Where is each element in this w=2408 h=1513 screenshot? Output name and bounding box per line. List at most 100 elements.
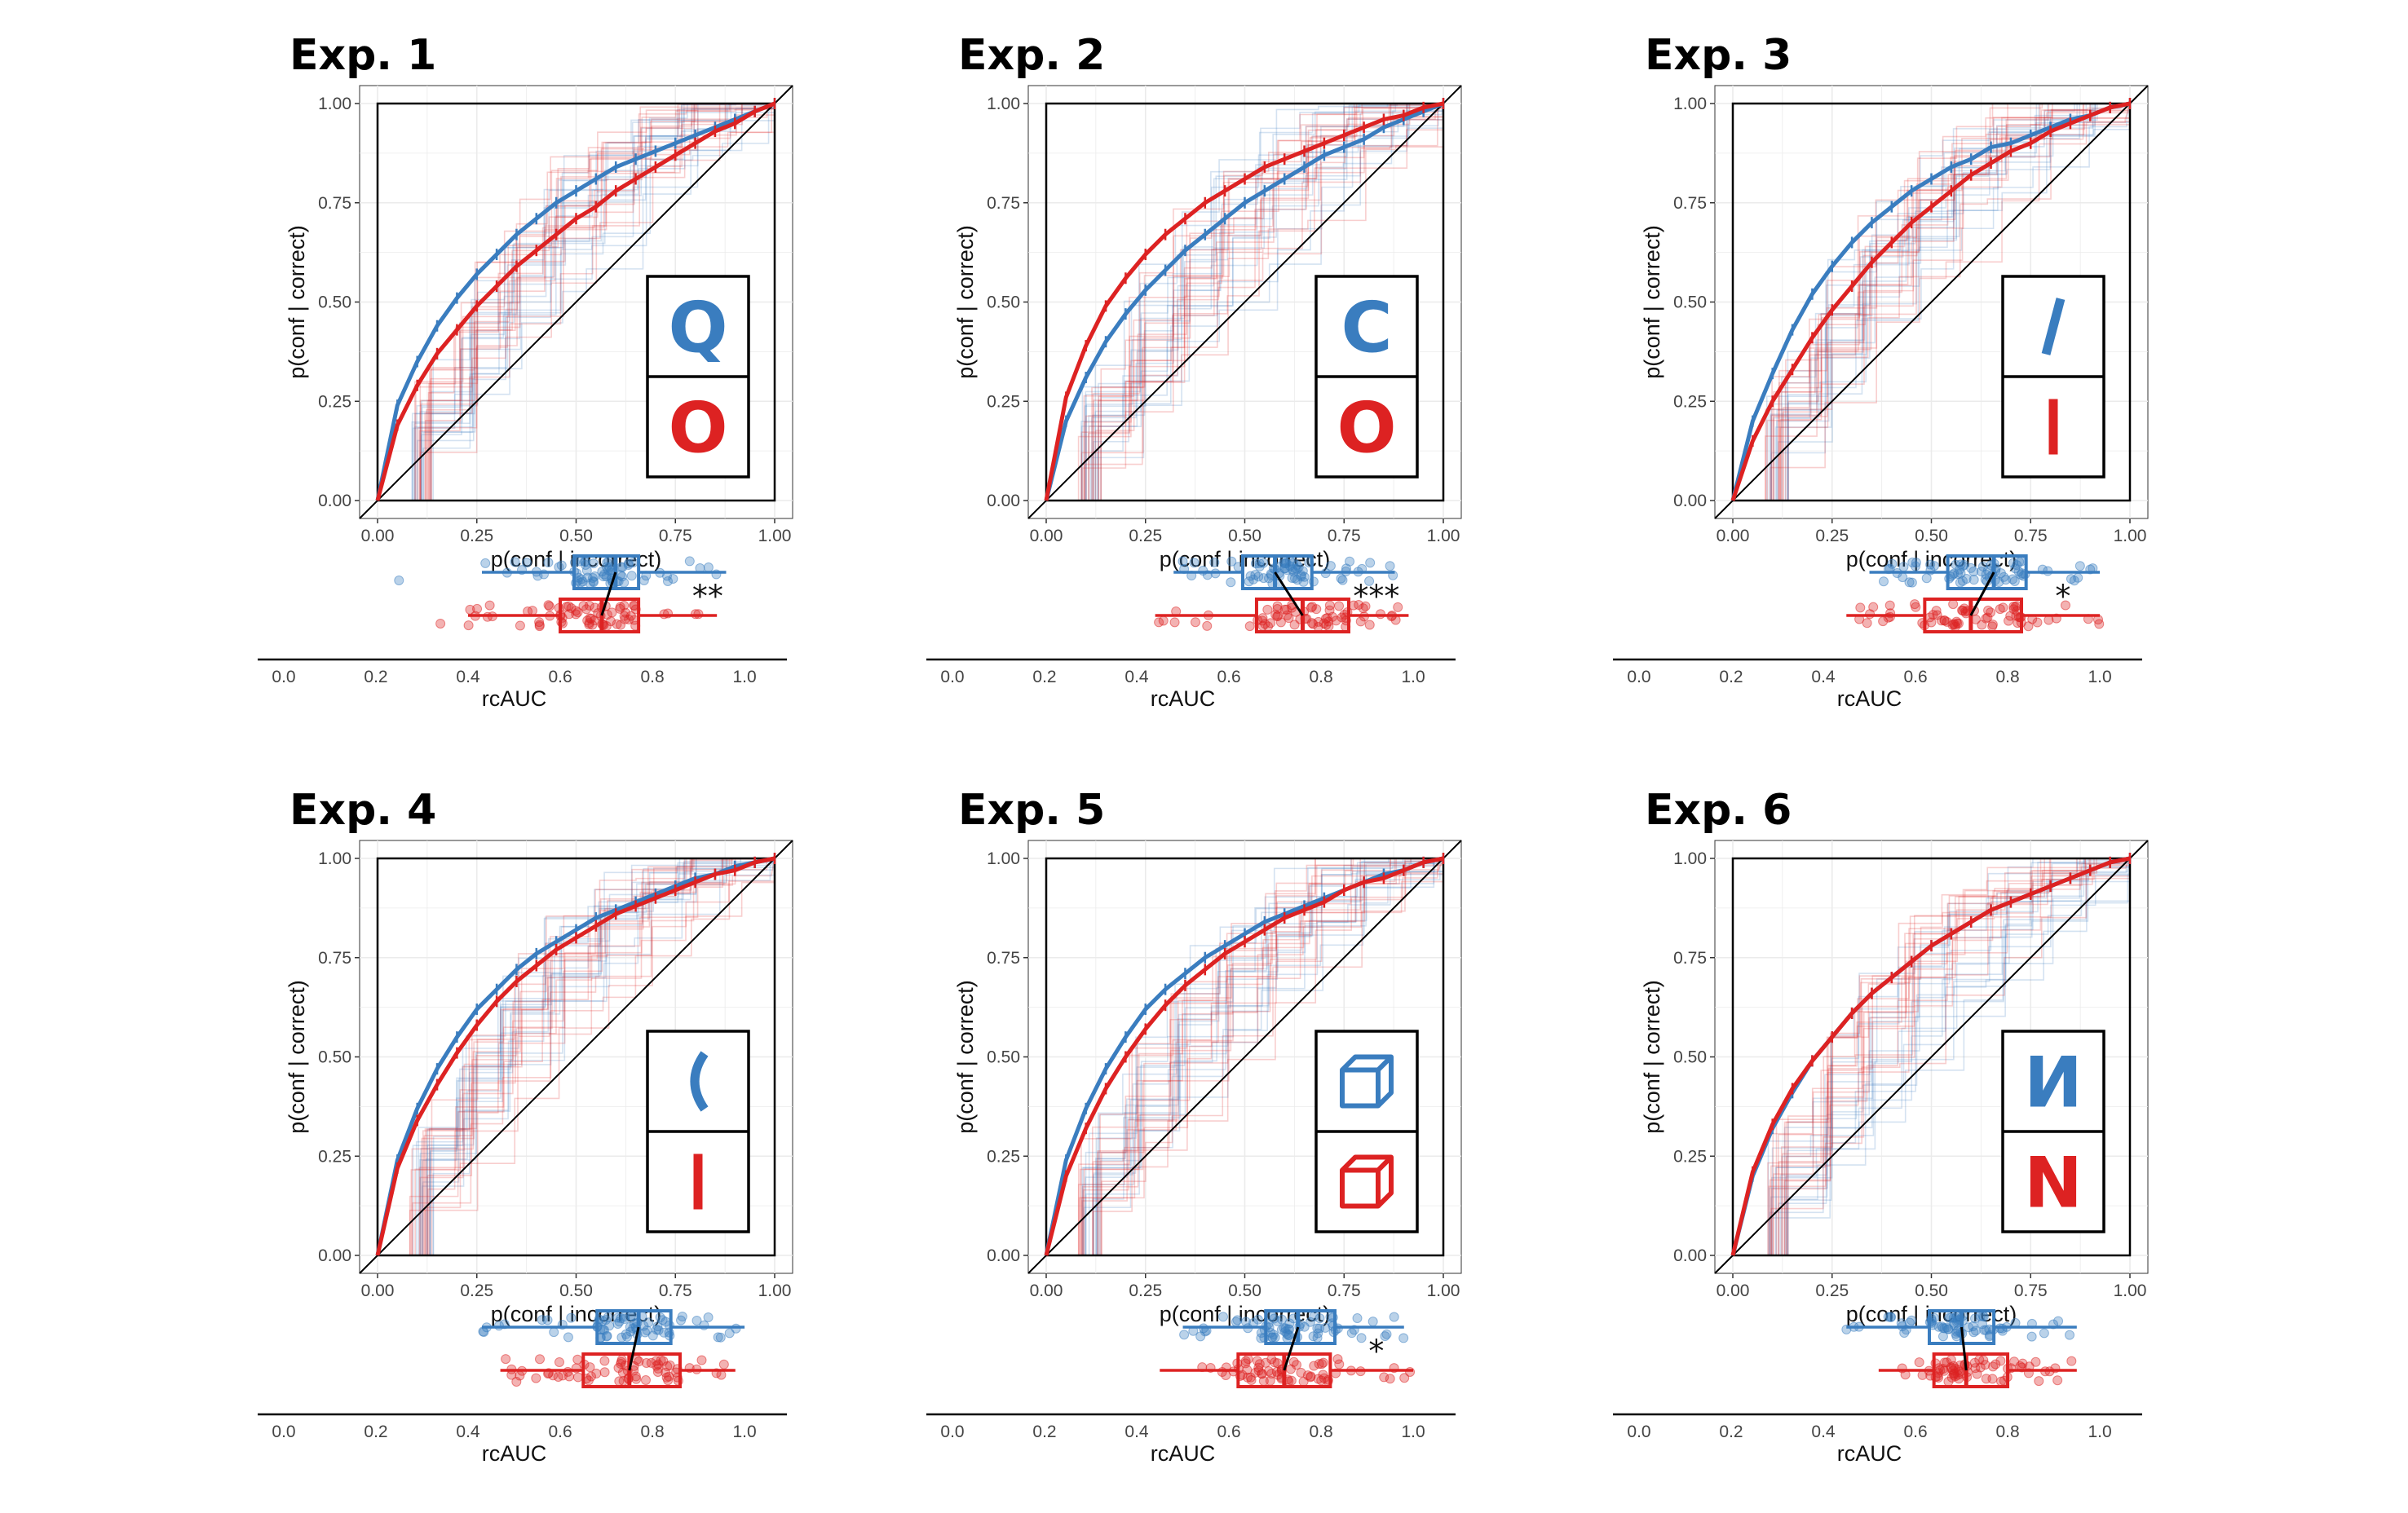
individual-curve-blue [1733,858,2131,1256]
auc-point [1337,612,1347,623]
auc-point [1939,615,1950,626]
auc-point [554,1356,564,1367]
auc-point [527,606,537,616]
auc-point [616,1358,626,1369]
auc-tick-label: 0.8 [640,1423,664,1441]
individual-curve-red [1046,858,1444,1256]
individual-curve-blue [1733,103,2130,501]
auc-point [463,620,474,631]
individual-curve-blue [378,103,775,501]
x-tick-label: 0.25 [460,527,493,545]
individual-curve-blue [1733,858,2131,1256]
auc-point [1868,602,1879,612]
individual-curve-blue [1046,858,1444,1256]
auc-tick-label: 0.0 [1627,668,1650,686]
auc-point [718,1359,729,1370]
auc-point [646,1357,656,1368]
auc-tick-label: 1.0 [1401,668,1425,686]
auc-point [601,562,612,572]
auc-point [1314,1359,1324,1370]
auc-point [534,620,545,630]
y-tick-label: 1.00 [987,95,1020,113]
auc-point [1302,1370,1313,1381]
auc-point [703,1312,714,1322]
individual-curve-red [1046,103,1444,501]
auc-point [581,559,591,570]
x-tick-label: 1.00 [2114,1281,2147,1300]
auc-tick-label: 0.2 [364,1423,387,1441]
auc-axis-label: rcAUC [1837,1441,1902,1466]
individual-curve-blue [1046,858,1444,1256]
auc-point [561,602,572,612]
auc-point [618,1375,629,1386]
auc-point [1924,612,1935,623]
x-tick-label: 0.00 [1030,1281,1063,1300]
auc-point [566,1312,577,1323]
x-axis-label: p(conf | incorrect) [1846,547,2017,571]
individual-curve-red [1733,104,2131,501]
y-tick-label: 0.50 [987,293,1020,312]
individual-curve-red [378,104,775,501]
x-tick-label: 0.00 [1717,527,1750,545]
auc-point [480,558,491,568]
stimulus-bottom: O [1337,388,1396,470]
auc-point [696,1355,707,1365]
auc-point [1884,600,1895,611]
individual-curve-red [378,858,775,1256]
individual-curve-blue [1733,103,2130,501]
individual-curve-blue [1733,103,2130,501]
median-connector [628,1326,640,1371]
individual-curve-blue [1733,858,2131,1256]
auc-box [572,554,641,590]
individual-curve-red [1733,104,2131,501]
auc-tick-label: 0.4 [456,1423,480,1441]
auc-tick-label: 0.0 [272,668,295,686]
chance-diagonal [1027,85,1462,519]
auc-point [628,1323,638,1334]
stimulus-inset: QO [646,275,750,479]
auc-point [1364,576,1375,586]
auc-point [549,1327,559,1338]
median-connector [1274,571,1304,616]
auc-tick-label: 0.4 [456,668,480,686]
auc-point [657,1315,668,1326]
individual-curve-blue [1733,858,2131,1256]
individual-curve-blue [1733,103,2130,501]
auc-point [1345,556,1355,567]
stimulus-top: Q [668,288,727,369]
auc-tick-label: 0.2 [1719,1423,1743,1441]
significance-marker: * [2055,579,2070,615]
individual-curve-red [378,858,775,1256]
individual-curve-blue [1046,103,1444,501]
auc-point [1910,599,1920,610]
individual-curve-blue [1733,858,2130,1256]
auc-point [1275,617,1286,628]
auc-point [1308,619,1319,629]
auc-point [583,1375,594,1386]
auc-point [1279,604,1290,615]
auc-point [1355,616,1366,627]
y-axis-label: p(conf | correct) [285,225,309,379]
y-tick-label: 0.25 [318,1147,351,1166]
x-tick-label: 1.00 [758,1281,792,1300]
median-connector [600,571,617,616]
auc-point [1385,1374,1395,1384]
auc-point [621,1331,632,1342]
y-tick-label: 0.00 [1673,492,1707,510]
individual-curve-blue [378,858,775,1256]
y-tick-label: 0.25 [1673,1147,1707,1166]
individual-curve-red [1733,858,2130,1256]
individual-curve-blue [1733,858,2131,1256]
unit-square-frame [1045,857,1445,1257]
cube-bottom-front [1340,1167,1381,1209]
auc-point [1254,562,1265,572]
auc-point [521,558,532,568]
significance-marker: * [1368,1334,1384,1370]
auc-point [1389,1312,1399,1322]
unit-square-frame [1731,857,2132,1257]
auc-tick-label: 0.2 [364,668,387,686]
individual-curve-red [1046,104,1444,501]
individual-curve-red [1733,103,2131,501]
individual-curve-blue [1733,858,2131,1256]
individual-curve-red [1733,104,2131,501]
